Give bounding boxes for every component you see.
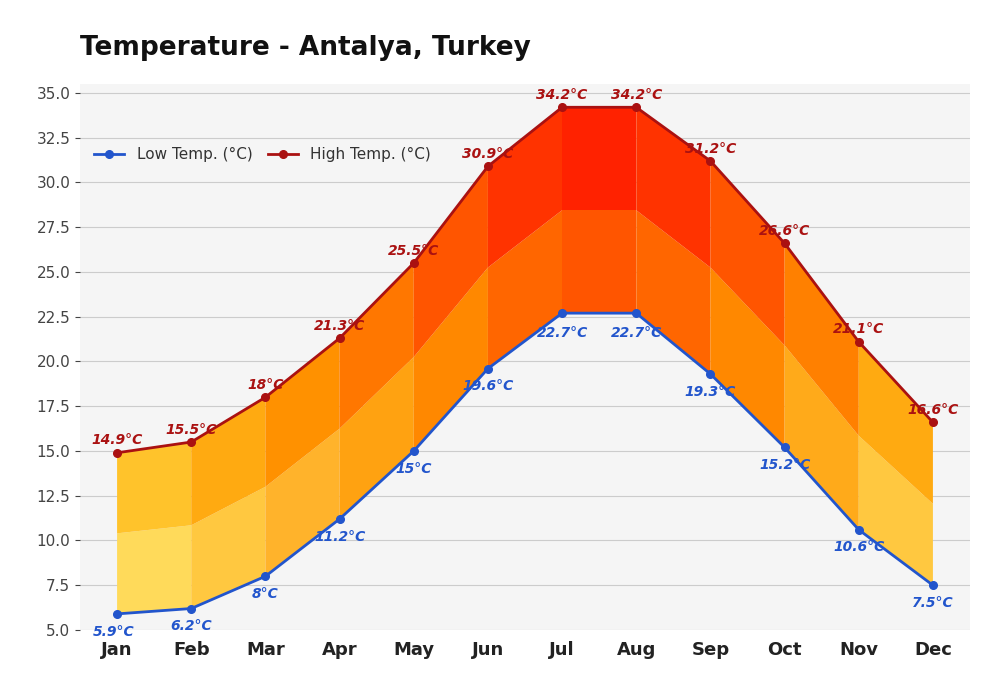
High Temp. (°C)	[556, 103, 568, 111]
Polygon shape	[785, 244, 859, 436]
Low Temp. (°C)	[408, 447, 420, 455]
Text: 21.1°C: 21.1°C	[833, 323, 884, 337]
Polygon shape	[785, 345, 859, 530]
Text: 16.6°C: 16.6°C	[907, 403, 959, 417]
High Temp. (°C)	[334, 334, 346, 342]
Polygon shape	[562, 107, 636, 210]
Text: 19.3°C: 19.3°C	[685, 385, 736, 399]
Text: 10.6°C: 10.6°C	[833, 540, 884, 554]
Polygon shape	[859, 342, 933, 504]
Legend: Low Temp. (°C), High Temp. (°C): Low Temp. (°C), High Temp. (°C)	[88, 141, 437, 168]
Text: 6.2°C: 6.2°C	[170, 620, 212, 634]
Text: 30.9°C: 30.9°C	[462, 147, 514, 161]
Text: Temperature - Antalya, Turkey: Temperature - Antalya, Turkey	[80, 35, 531, 61]
Text: 22.7°C: 22.7°C	[536, 326, 588, 340]
Polygon shape	[265, 428, 340, 576]
Polygon shape	[340, 357, 414, 519]
Text: 25.5°C: 25.5°C	[388, 244, 439, 258]
Low Temp. (°C)	[927, 581, 939, 589]
Text: 34.2°C: 34.2°C	[536, 88, 588, 102]
High Temp. (°C)	[259, 393, 271, 402]
Polygon shape	[117, 442, 191, 533]
High Temp. (°C)	[630, 103, 642, 111]
Polygon shape	[562, 210, 636, 313]
Polygon shape	[414, 267, 488, 451]
High Temp. (°C)	[185, 438, 197, 446]
Low Temp. (°C)	[630, 309, 642, 317]
Text: 7.5°C: 7.5°C	[912, 596, 954, 610]
Text: 22.7°C: 22.7°C	[611, 326, 662, 340]
Polygon shape	[636, 210, 710, 374]
Polygon shape	[710, 161, 785, 345]
High Temp. (°C)	[408, 259, 420, 267]
High Temp. (°C)	[779, 239, 791, 248]
Low Temp. (°C)	[556, 309, 568, 317]
Polygon shape	[859, 436, 933, 585]
High Temp. (°C)	[853, 337, 865, 346]
Text: 31.2°C: 31.2°C	[685, 141, 736, 155]
Low Temp. (°C)	[482, 365, 494, 373]
Text: 21.3°C: 21.3°C	[314, 318, 365, 332]
Polygon shape	[265, 338, 340, 486]
Polygon shape	[117, 525, 191, 614]
High Temp. (°C)	[482, 162, 494, 171]
Polygon shape	[340, 263, 414, 428]
Low Temp. (°C)	[853, 526, 865, 534]
Polygon shape	[488, 210, 562, 369]
Low Temp. (°C)	[704, 370, 716, 378]
Polygon shape	[414, 167, 488, 357]
Polygon shape	[710, 267, 785, 447]
Polygon shape	[191, 486, 265, 608]
Low Temp. (°C)	[185, 604, 197, 612]
Low Temp. (°C)	[779, 443, 791, 452]
Text: 18°C: 18°C	[247, 378, 284, 392]
Text: 19.6°C: 19.6°C	[462, 379, 514, 393]
Text: 15.2°C: 15.2°C	[759, 458, 810, 472]
Text: 14.9°C: 14.9°C	[91, 433, 143, 447]
Text: 11.2°C: 11.2°C	[314, 530, 365, 544]
Text: 15.5°C: 15.5°C	[166, 423, 217, 437]
Line: High Temp. (°C): High Temp. (°C)	[113, 104, 937, 456]
High Temp. (°C)	[111, 449, 123, 457]
Text: 8°C: 8°C	[252, 587, 279, 601]
Text: 5.9°C: 5.9°C	[93, 624, 134, 638]
Line: Low Temp. (°C): Low Temp. (°C)	[113, 309, 937, 617]
Low Temp. (°C)	[334, 514, 346, 523]
Polygon shape	[488, 107, 562, 267]
Polygon shape	[191, 398, 265, 525]
Text: 26.6°C: 26.6°C	[759, 224, 810, 238]
Polygon shape	[636, 107, 710, 267]
Text: 15°C: 15°C	[396, 462, 432, 476]
High Temp. (°C)	[927, 418, 939, 426]
Text: 34.2°C: 34.2°C	[611, 88, 662, 102]
High Temp. (°C)	[704, 157, 716, 165]
Low Temp. (°C)	[259, 572, 271, 580]
Low Temp. (°C)	[111, 610, 123, 618]
